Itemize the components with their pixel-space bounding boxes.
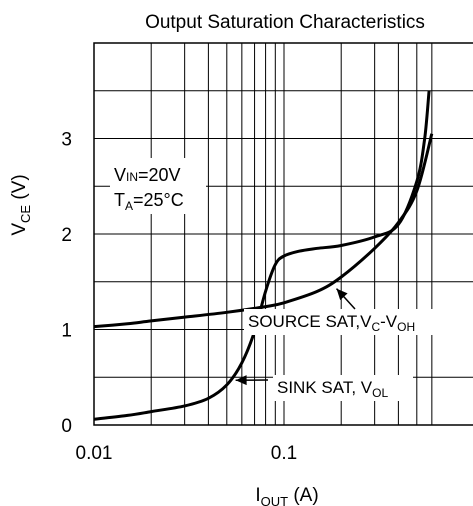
y-axis-label: VCE (V) — [9, 174, 33, 235]
y-axis-label-sub: CE — [18, 205, 33, 223]
x-tick-label: 0.1 — [271, 443, 297, 464]
series-annotations: SOURCE SAT,VC-VOH SINK SAT, VOL — [235, 288, 473, 401]
plot-frame — [93, 42, 473, 426]
y-tick-label: 1 — [61, 321, 72, 342]
condition-ta-main: T — [114, 190, 125, 210]
source-sat-label-sub: C — [371, 320, 380, 334]
condition-vin-main: V — [114, 165, 126, 185]
sink-sat-curve — [93, 90, 431, 421]
condition-vin-sub: IN — [126, 170, 138, 184]
condition-ta-sub: A — [125, 199, 133, 213]
source-sat-label-sub2: OH — [397, 320, 415, 334]
source-sat-arrow — [335, 288, 356, 310]
x-axis-label: IOUT (A) — [255, 485, 318, 506]
source-sat-label-main: SOURCE SAT,V — [248, 312, 372, 331]
condition-ta: TA=25°C — [114, 190, 184, 213]
y-axis-label-main: V — [9, 223, 30, 236]
chart-title: Output Saturation Characteristics — [145, 12, 425, 33]
test-conditions: VIN=20V TA=25°C — [110, 158, 206, 214]
y-axis-label-unit: (V) — [9, 174, 30, 205]
y-tick-label: 3 — [61, 130, 72, 151]
condition-vin: VIN=20V — [114, 165, 181, 185]
x-axis-label-main: I — [255, 485, 260, 506]
chart-grid — [93, 42, 473, 426]
condition-ta-rest: =25°C — [133, 190, 184, 210]
sink-sat-label: SINK SAT, VOL — [277, 378, 388, 400]
y-tick-label: 2 — [61, 225, 72, 246]
x-axis-label-sub: OUT — [261, 494, 289, 506]
chart-series — [93, 90, 434, 421]
sink-sat-arrow — [235, 375, 269, 386]
source-sat-label: SOURCE SAT,VC-VOH — [248, 312, 415, 334]
source-sat-label-mid: -V — [380, 312, 398, 331]
condition-vin-rest: =20V — [138, 165, 181, 185]
chart-ticks: 0 1 2 3 0.01 0.1 — [61, 130, 297, 465]
y-tick-label: 0 — [61, 416, 72, 437]
sink-sat-label-sub: OL — [372, 386, 388, 400]
x-axis-label-unit: (A) — [288, 485, 319, 506]
x-tick-label: 0.01 — [76, 443, 113, 464]
sink-sat-label-main: SINK SAT, V — [277, 378, 373, 397]
